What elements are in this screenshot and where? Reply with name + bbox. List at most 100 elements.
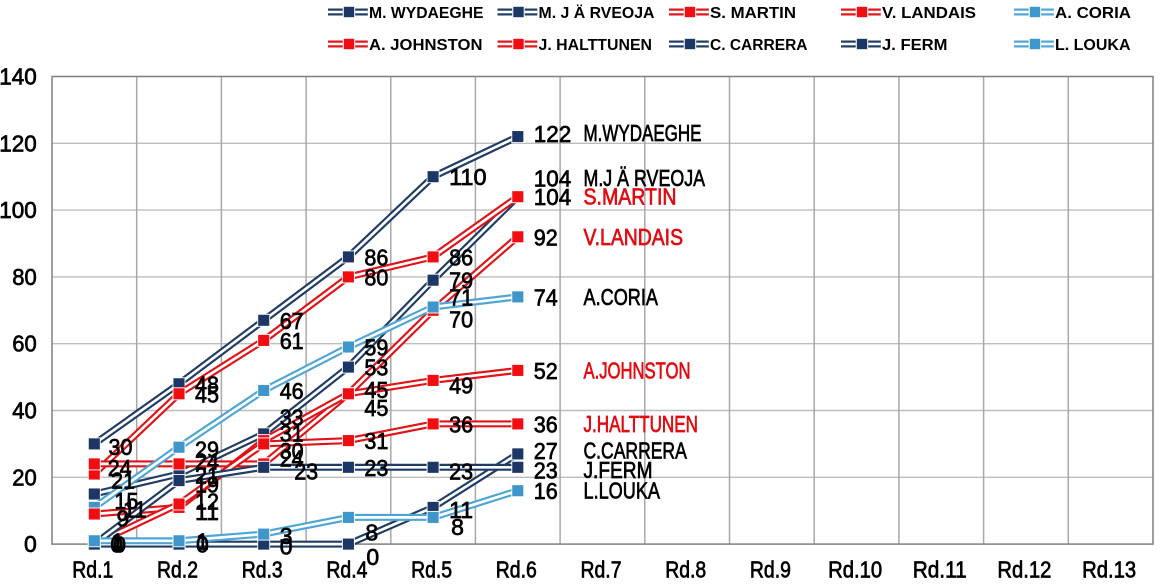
- svg-text:Rd.10: Rd.10: [828, 556, 882, 581]
- svg-text:23: 23: [364, 455, 388, 481]
- svg-text:V.LANDAIS: V.LANDAIS: [584, 224, 684, 250]
- svg-text:23: 23: [534, 457, 558, 483]
- svg-text:46: 46: [280, 378, 304, 404]
- svg-text:M.WYDAEGHE: M.WYDAEGHE: [584, 120, 702, 146]
- svg-text:60: 60: [12, 331, 37, 357]
- svg-text:53: 53: [364, 355, 388, 381]
- svg-text:67: 67: [280, 308, 304, 334]
- svg-text:122: 122: [534, 121, 572, 147]
- svg-text:110: 110: [449, 164, 487, 190]
- svg-text:33: 33: [280, 405, 304, 431]
- svg-text:C.CARRERA: C.CARRERA: [584, 438, 688, 464]
- svg-text:70: 70: [449, 307, 473, 333]
- svg-text:Rd.11: Rd.11: [913, 556, 967, 581]
- svg-text:C. CARRERA: C. CARRERA: [710, 37, 808, 54]
- svg-text:92: 92: [534, 224, 558, 250]
- svg-text:19: 19: [195, 472, 219, 498]
- svg-text:Rd.6: Rd.6: [496, 556, 537, 581]
- svg-text:A. JOHNSTON: A. JOHNSTON: [369, 37, 483, 54]
- svg-text:21: 21: [195, 463, 219, 489]
- svg-text:Rd.2: Rd.2: [157, 556, 198, 581]
- svg-text:V. LANDAIS: V. LANDAIS: [882, 5, 976, 22]
- svg-text:M.J Ä RVEOJA: M.J Ä RVEOJA: [584, 165, 706, 191]
- svg-text:23: 23: [449, 459, 473, 485]
- svg-text:30: 30: [280, 438, 304, 464]
- svg-text:J. HALTTUNEN: J. HALTTUNEN: [539, 37, 653, 54]
- svg-text:23: 23: [294, 459, 318, 485]
- svg-text:31: 31: [280, 421, 304, 447]
- svg-text:0: 0: [113, 532, 126, 558]
- svg-text:8: 8: [451, 514, 464, 540]
- svg-text:Rd.12: Rd.12: [997, 556, 1051, 581]
- svg-text:Rd.7: Rd.7: [581, 556, 622, 581]
- svg-text:11: 11: [195, 499, 219, 525]
- svg-text:12: 12: [195, 489, 219, 515]
- svg-text:61: 61: [280, 328, 304, 354]
- svg-text:Rd.8: Rd.8: [665, 556, 706, 581]
- svg-text:J. FERM: J. FERM: [882, 37, 948, 54]
- svg-text:1: 1: [196, 528, 209, 554]
- svg-text:71: 71: [449, 285, 473, 311]
- svg-text:A.JOHNSTON: A.JOHNSTON: [584, 357, 691, 383]
- svg-text:100: 100: [0, 197, 37, 223]
- svg-text:8: 8: [365, 519, 378, 545]
- svg-text:11: 11: [123, 497, 147, 523]
- svg-text:40: 40: [12, 398, 37, 424]
- svg-text:36: 36: [449, 411, 473, 437]
- svg-text:Rd.13: Rd.13: [1082, 556, 1136, 581]
- svg-text:9: 9: [117, 506, 130, 532]
- svg-text:J.HALTTUNEN: J.HALTTUNEN: [584, 411, 699, 437]
- svg-text:29: 29: [195, 437, 219, 463]
- svg-text:86: 86: [364, 244, 388, 270]
- svg-text:49: 49: [449, 373, 473, 399]
- svg-text:0: 0: [196, 532, 209, 558]
- svg-text:Rd.5: Rd.5: [411, 556, 452, 581]
- svg-text:45: 45: [195, 381, 219, 407]
- svg-text:A.CORIA: A.CORIA: [584, 284, 659, 310]
- svg-text:74: 74: [534, 284, 558, 310]
- svg-text:3: 3: [280, 523, 293, 549]
- svg-text:M. WYDAEGHE: M. WYDAEGHE: [369, 5, 484, 22]
- svg-text:20: 20: [12, 464, 37, 490]
- svg-text:80: 80: [364, 264, 388, 290]
- svg-text:45: 45: [364, 395, 388, 421]
- svg-text:79: 79: [449, 268, 473, 294]
- svg-text:104: 104: [534, 184, 572, 210]
- svg-text:Rd.9: Rd.9: [750, 556, 791, 581]
- svg-text:J.FERM: J.FERM: [584, 457, 653, 483]
- svg-text:31: 31: [364, 428, 388, 454]
- svg-text:140: 140: [0, 64, 37, 90]
- svg-text:52: 52: [534, 358, 558, 384]
- svg-text:104: 104: [534, 166, 572, 192]
- svg-text:24: 24: [108, 455, 132, 481]
- svg-text:0: 0: [280, 534, 293, 560]
- svg-text:45: 45: [364, 377, 388, 403]
- svg-text:11: 11: [449, 497, 473, 523]
- svg-text:Rd.4: Rd.4: [326, 556, 367, 581]
- svg-text:S.MARTIN: S.MARTIN: [584, 184, 677, 210]
- svg-text:36: 36: [534, 411, 558, 437]
- svg-text:80: 80: [12, 264, 37, 290]
- svg-text:Rd.1: Rd.1: [72, 556, 113, 581]
- svg-text:27: 27: [534, 438, 558, 464]
- svg-text:86: 86: [449, 244, 473, 270]
- svg-text:24: 24: [280, 446, 304, 472]
- svg-text:0: 0: [110, 532, 123, 558]
- svg-text:S. MARTIN: S. MARTIN: [710, 5, 796, 22]
- svg-text:16: 16: [534, 478, 558, 504]
- svg-text:59: 59: [364, 335, 388, 361]
- svg-text:Rd.3: Rd.3: [242, 556, 283, 581]
- svg-text:0: 0: [24, 531, 37, 557]
- svg-text:15: 15: [114, 488, 138, 514]
- svg-text:120: 120: [0, 130, 37, 156]
- svg-text:L. LOUKA: L. LOUKA: [1055, 37, 1131, 54]
- svg-text:48: 48: [195, 371, 219, 397]
- svg-text:24: 24: [195, 449, 219, 475]
- svg-text:0: 0: [366, 544, 379, 570]
- svg-text:A. CORIA: A. CORIA: [1055, 5, 1131, 22]
- svg-text:M. J Ä RVEOJA: M. J Ä RVEOJA: [539, 5, 655, 22]
- svg-text:L.LOUKA: L.LOUKA: [584, 478, 661, 504]
- svg-text:30: 30: [109, 434, 133, 460]
- svg-text:21: 21: [111, 468, 135, 494]
- svg-text:1: 1: [111, 528, 124, 554]
